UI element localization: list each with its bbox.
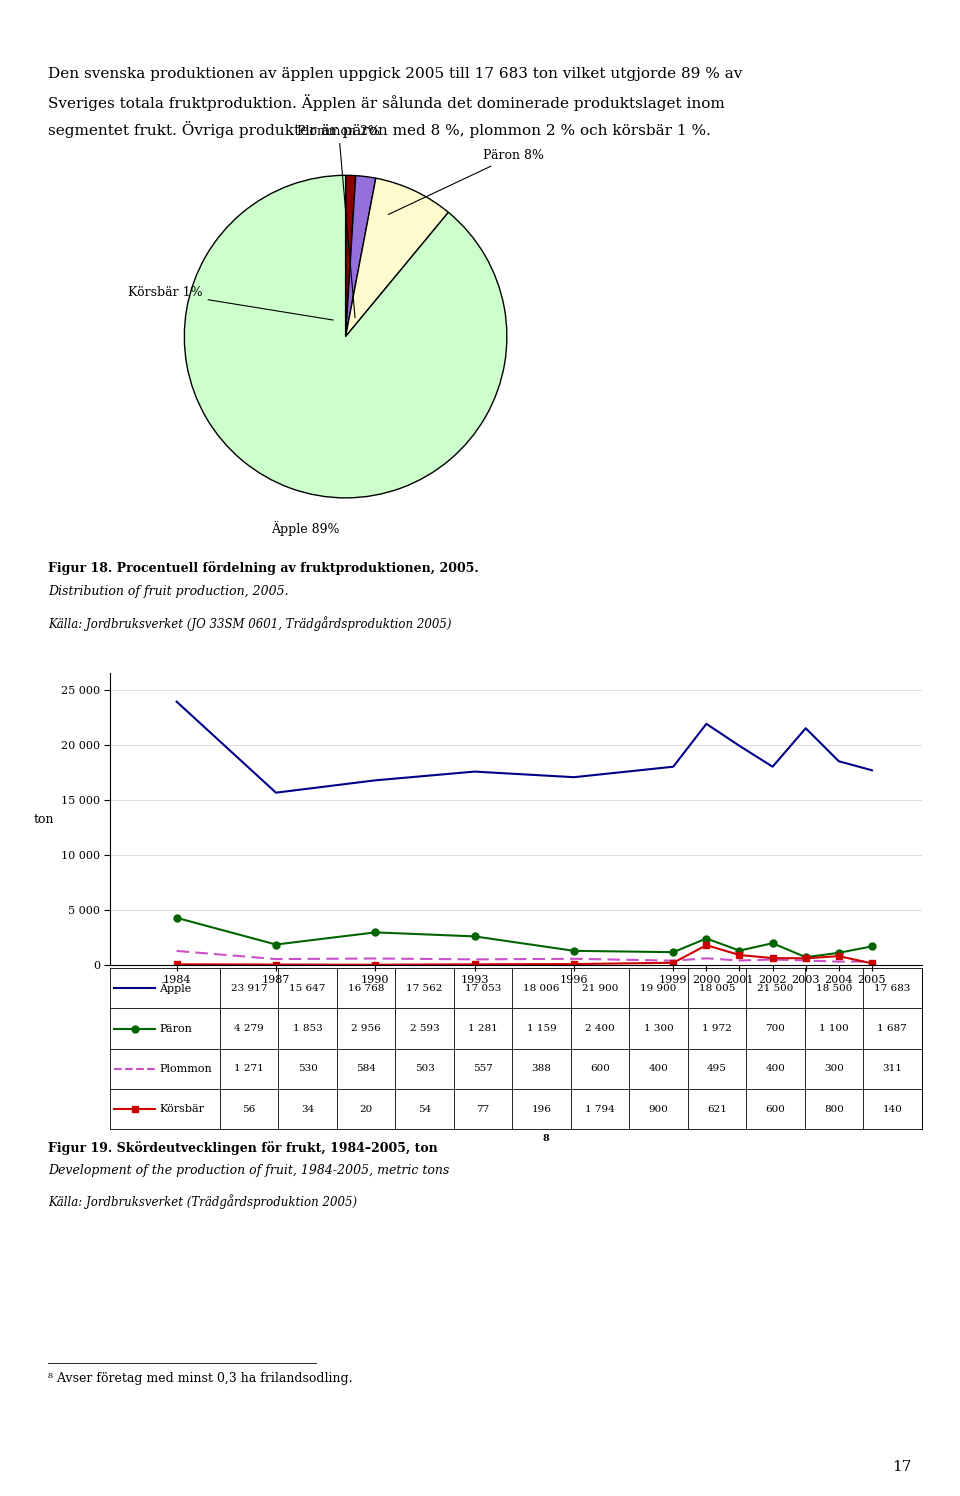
Text: 56: 56 [243, 1104, 255, 1115]
Text: 400: 400 [765, 1064, 785, 1074]
Wedge shape [346, 175, 375, 337]
Text: 2 593: 2 593 [410, 1023, 440, 1034]
Text: 900: 900 [649, 1104, 668, 1115]
Text: 621: 621 [707, 1104, 727, 1115]
Text: 17 053: 17 053 [465, 983, 501, 993]
Text: 600: 600 [590, 1064, 610, 1074]
Text: 1 271: 1 271 [234, 1064, 264, 1074]
Wedge shape [346, 178, 448, 337]
Text: 18 500: 18 500 [816, 983, 852, 993]
Text: 503: 503 [415, 1064, 435, 1074]
Text: 1 687: 1 687 [877, 1023, 907, 1034]
Text: Körsbär 1%: Körsbär 1% [128, 286, 333, 320]
Text: 18 005: 18 005 [699, 983, 735, 993]
Text: 140: 140 [882, 1104, 902, 1115]
Text: Körsbär: Körsbär [159, 1104, 204, 1115]
Text: Figur 18. Procentuell fördelning av fruktproduktionen, 2005.: Figur 18. Procentuell fördelning av fruk… [48, 561, 479, 574]
Text: 15 647: 15 647 [289, 983, 325, 993]
Text: 20: 20 [359, 1104, 372, 1115]
Text: 1 972: 1 972 [702, 1023, 732, 1034]
Text: 17 683: 17 683 [875, 983, 910, 993]
Text: 584: 584 [356, 1064, 376, 1074]
Text: 16 768: 16 768 [348, 983, 384, 993]
Text: ⁸ Avser företag med minst 0,3 ha frilandsodling.: ⁸ Avser företag med minst 0,3 ha friland… [48, 1372, 352, 1385]
Text: 1 100: 1 100 [819, 1023, 849, 1034]
Text: segmentet frukt. Övriga produkter är päron med 8 %, plommon 2 % och körsbär 1 %.: segmentet frukt. Övriga produkter är pär… [48, 121, 710, 138]
Text: 1 853: 1 853 [293, 1023, 323, 1034]
Text: 700: 700 [765, 1023, 785, 1034]
Text: 800: 800 [824, 1104, 844, 1115]
Wedge shape [346, 175, 356, 337]
Text: 1 159: 1 159 [527, 1023, 557, 1034]
Text: 557: 557 [473, 1064, 493, 1074]
Text: 34: 34 [301, 1104, 314, 1115]
Text: 17: 17 [893, 1460, 912, 1474]
Text: 54: 54 [418, 1104, 431, 1115]
Text: 196: 196 [532, 1104, 551, 1115]
Text: 1 300: 1 300 [643, 1023, 673, 1034]
Text: Development of the production of fruit, 1984-2005, metric tons: Development of the production of fruit, … [48, 1164, 449, 1177]
Text: 311: 311 [882, 1064, 902, 1074]
Text: 1 281: 1 281 [468, 1023, 498, 1034]
Text: 600: 600 [765, 1104, 785, 1115]
Text: 388: 388 [532, 1064, 551, 1074]
Text: 2 956: 2 956 [351, 1023, 381, 1034]
Text: 1 794: 1 794 [585, 1104, 614, 1115]
Text: Päron: Päron [159, 1023, 192, 1034]
Text: Sveriges totala fruktproduktion. Äpplen är sålunda det dominerade produktslaget : Sveriges totala fruktproduktion. Äpplen … [48, 94, 725, 111]
Text: 8: 8 [542, 1134, 549, 1143]
Text: 400: 400 [649, 1064, 668, 1074]
Text: 21 500: 21 500 [757, 983, 794, 993]
Text: Figur 19. Skördeutvecklingen för frukt, 1984–2005, ton: Figur 19. Skördeutvecklingen för frukt, … [48, 1141, 438, 1155]
Text: Plommon 2%: Plommon 2% [298, 126, 380, 317]
Text: 4 279: 4 279 [234, 1023, 264, 1034]
Y-axis label: ton: ton [34, 812, 55, 826]
Text: 77: 77 [476, 1104, 490, 1115]
Text: Päron 8%: Päron 8% [389, 150, 543, 214]
Text: Äpple: Äpple [159, 981, 191, 995]
Text: 530: 530 [298, 1064, 318, 1074]
Text: 18 006: 18 006 [523, 983, 560, 993]
Text: 19 900: 19 900 [640, 983, 677, 993]
Text: 17 562: 17 562 [406, 983, 443, 993]
Text: Källa: Jordbruksverket (Trädgårdsproduktion 2005): Källa: Jordbruksverket (Trädgårdsprodukt… [48, 1194, 357, 1209]
Text: 300: 300 [824, 1064, 844, 1074]
Text: Plommon: Plommon [159, 1064, 212, 1074]
Text: Källa: Jordbruksverket (JO 33SM 0601, Trädgårdsproduktion 2005): Källa: Jordbruksverket (JO 33SM 0601, Tr… [48, 616, 451, 631]
Text: Distribution of fruit production, 2005.: Distribution of fruit production, 2005. [48, 585, 289, 598]
Wedge shape [184, 175, 507, 498]
Text: Den svenska produktionen av äpplen uppgick 2005 till 17 683 ton vilket utgjorde : Den svenska produktionen av äpplen uppgi… [48, 67, 742, 81]
Text: 2 400: 2 400 [585, 1023, 614, 1034]
Text: 21 900: 21 900 [582, 983, 618, 993]
Text: 23 917: 23 917 [231, 983, 267, 993]
Text: Äpple 89%: Äpple 89% [271, 522, 340, 537]
Text: 495: 495 [707, 1064, 727, 1074]
